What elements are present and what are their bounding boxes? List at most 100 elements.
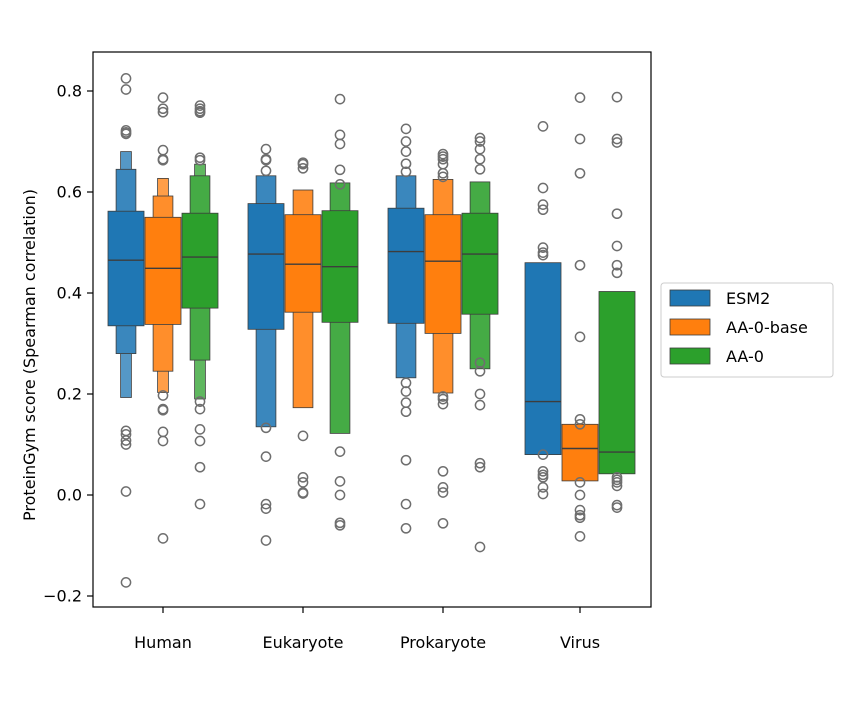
outlier-prokaryote-esm2-6 xyxy=(400,377,412,389)
outlier-prokaryote-aa-0-base-13 xyxy=(437,517,449,529)
outlier-virus-aa-0-base-12 xyxy=(574,512,586,524)
outlier-prokaryote-aa-0-base-3 xyxy=(437,153,449,165)
legend-label-aa-0: AA-0 xyxy=(726,347,764,366)
outlier-virus-esm2-12 xyxy=(537,482,549,493)
box-virus-aa-0-base-level-1 xyxy=(561,423,599,482)
outlier-human-aa-0-base-10 xyxy=(157,426,169,438)
outlier-prokaryote-aa-0-base-6 xyxy=(437,171,449,183)
outlier-prokaryote-aa-0-12 xyxy=(474,541,486,553)
outlier-human-aa-0-1 xyxy=(194,100,206,111)
y-tick-label: 0.8 xyxy=(57,82,82,101)
outlier-eukaryote-aa-0-base-3 xyxy=(297,162,309,174)
outlier-human-esm2-2 xyxy=(120,84,132,95)
series-aa-0-base xyxy=(144,92,599,544)
outlier-human-aa-0-base-9 xyxy=(157,404,169,416)
outlier-virus-aa-0-base-3 xyxy=(574,167,586,179)
outlier-eukaryote-aa-0-base-5 xyxy=(297,471,309,483)
y-tick-label: 0.4 xyxy=(57,284,82,303)
outlier-human-esm2-7 xyxy=(120,429,132,440)
outlier-eukaryote-esm2-6 xyxy=(260,451,272,462)
x-tick-label-human: Human xyxy=(134,633,192,652)
outlier-prokaryote-esm2-3 xyxy=(400,146,412,157)
outlier-eukaryote-esm2-5 xyxy=(260,422,272,434)
box-human-aa-0-level-1 xyxy=(181,212,219,309)
outlier-human-aa-0-8 xyxy=(194,403,206,415)
outlier-virus-aa-0-7 xyxy=(611,267,623,279)
outlier-virus-aa-0-4 xyxy=(611,208,623,220)
outlier-eukaryote-aa-0-7 xyxy=(334,476,346,487)
outlier-virus-esm2-9 xyxy=(537,465,549,477)
box-virus-aa-0-level-1 xyxy=(598,291,636,475)
legend-swatch-aa-0-base xyxy=(669,318,711,336)
outlier-virus-aa-0-6 xyxy=(611,259,623,271)
outlier-prokaryote-aa-0-4 xyxy=(474,153,486,165)
outlier-eukaryote-aa-0-1 xyxy=(334,93,346,105)
outlier-virus-esm2-11 xyxy=(537,471,549,483)
box-human-esm2-level-1 xyxy=(107,210,145,327)
y-tick-label: 0.6 xyxy=(57,183,82,202)
outlier-human-esm2-5 xyxy=(120,128,132,140)
outlier-eukaryote-esm2-1 xyxy=(260,143,272,155)
outlier-eukaryote-esm2-9 xyxy=(260,535,272,546)
outlier-prokaryote-aa-0-2 xyxy=(474,136,486,147)
y-tick-label: −0.2 xyxy=(43,587,82,606)
outlier-virus-esm2-13 xyxy=(537,488,549,500)
outlier-virus-esm2-1 xyxy=(537,121,549,132)
y-axis: −0.2 0.0 0.2 0.4 0.6 0.8 xyxy=(43,82,93,606)
y-tick-label: 0.2 xyxy=(57,385,82,404)
outlier-eukaryote-aa-0-base-4 xyxy=(297,430,309,442)
outlier-virus-esm2-7 xyxy=(537,249,549,261)
outlier-eukaryote-aa-0-base-2 xyxy=(297,158,309,170)
outlier-prokaryote-aa-0-base-10 xyxy=(437,465,449,477)
box-human-aa-0-base-level-1 xyxy=(144,216,182,325)
outlier-prokaryote-esm2-8 xyxy=(400,397,412,408)
outlier-virus-aa-0-base-9 xyxy=(574,489,586,501)
outlier-prokaryote-esm2-12 xyxy=(400,522,412,534)
outlier-human-aa-0-base-3 xyxy=(157,106,169,118)
outlier-human-esm2-1 xyxy=(120,73,132,84)
x-tick-label-prokaryote: Prokaryote xyxy=(400,633,486,652)
box-virus-esm2-level-1 xyxy=(524,262,562,456)
outlier-prokaryote-esm2-1 xyxy=(400,123,412,135)
outlier-eukaryote-esm2-8 xyxy=(260,503,272,514)
outlier-human-aa-0-base-12 xyxy=(157,533,169,544)
outlier-prokaryote-esm2-5 xyxy=(400,166,412,178)
outlier-prokaryote-esm2-2 xyxy=(400,136,412,147)
outlier-eukaryote-esm2-7 xyxy=(260,498,272,510)
outlier-human-aa-0-11 xyxy=(194,461,206,473)
outlier-prokaryote-aa-0-9 xyxy=(474,399,486,411)
outlier-prokaryote-aa-0-5 xyxy=(474,163,486,175)
outlier-human-aa-0-base-11 xyxy=(157,435,169,447)
outlier-human-aa-0-base-4 xyxy=(157,144,169,156)
outlier-virus-esm2-4 xyxy=(537,204,549,216)
outlier-eukaryote-aa-0-4 xyxy=(334,164,346,176)
outlier-eukaryote-aa-0-8 xyxy=(334,489,346,501)
outlier-prokaryote-esm2-4 xyxy=(400,158,412,170)
y-axis-label: ProteinGym score (Spearman correlation) xyxy=(20,189,39,521)
box-eukaryote-aa-0-base-level-1 xyxy=(284,214,322,313)
outlier-prokaryote-esm2-10 xyxy=(400,454,412,466)
outlier-eukaryote-esm2-4 xyxy=(260,165,272,177)
outlier-eukaryote-aa-0-5 xyxy=(334,179,346,190)
outlier-human-aa-0-base-2 xyxy=(157,103,169,115)
outlier-human-aa-0-base-6 xyxy=(157,154,169,166)
outlier-virus-aa-0-base-1 xyxy=(574,92,586,103)
outlier-eukaryote-aa-0-2 xyxy=(334,129,346,141)
y-tick-label: 0.0 xyxy=(57,486,82,505)
legend-swatch-aa-0 xyxy=(669,347,711,365)
outlier-eukaryote-aa-0-base-8 xyxy=(297,488,309,499)
legend: ESM2 AA-0-base AA-0 xyxy=(660,282,834,378)
outlier-eukaryote-aa-0-3 xyxy=(334,138,346,150)
outlier-human-esm2-10 xyxy=(120,486,132,497)
outlier-virus-esm2-3 xyxy=(537,199,549,210)
series-esm2 xyxy=(107,73,562,588)
box-prokaryote-aa-0-level-1 xyxy=(461,212,499,315)
outlier-virus-aa-0-base-10 xyxy=(574,504,586,516)
outlier-virus-esm2-2 xyxy=(537,182,549,194)
outlier-prokaryote-aa-0-base-11 xyxy=(437,482,449,493)
outlier-eukaryote-aa-0-base-6 xyxy=(297,477,309,488)
legend-label-esm2: ESM2 xyxy=(726,289,770,308)
outlier-prokaryote-aa-0-base-9 xyxy=(437,398,449,410)
outlier-virus-aa-0-base-5 xyxy=(574,331,586,343)
outlier-human-aa-0-10 xyxy=(194,435,206,447)
